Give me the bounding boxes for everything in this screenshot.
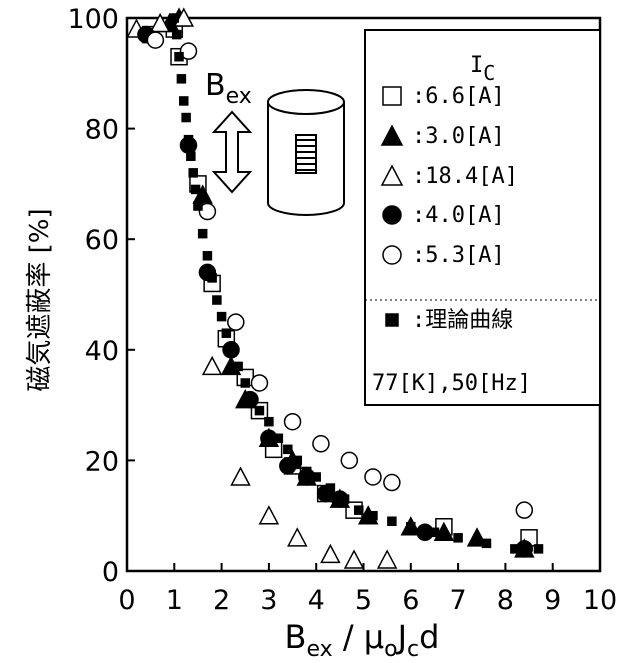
marker	[227, 346, 235, 354]
marker	[326, 484, 334, 492]
legend-label: :3.0[A]	[412, 124, 505, 149]
chart: Bex IC 77[K],50[Hz] 磁気遮蔽率 [%] Bex / μoJc…	[0, 0, 634, 663]
legend-label: :理論曲線	[412, 308, 513, 333]
inset-label: Bex	[205, 68, 252, 109]
x-label-part: ex	[306, 637, 332, 662]
marker	[345, 551, 363, 568]
legend-swatch	[383, 206, 401, 224]
x-tick-label: 3	[260, 585, 277, 616]
marker	[213, 296, 221, 304]
marker	[341, 495, 349, 503]
y-tick-label: 100	[67, 4, 119, 35]
y-tick-label: 60	[85, 225, 119, 256]
marker	[260, 507, 278, 524]
marker	[187, 152, 195, 160]
x-label-part: B	[285, 618, 307, 656]
marker	[274, 434, 282, 442]
y-tick-label: 20	[85, 446, 119, 477]
y-axis-label: 磁気遮蔽率 [%]	[25, 208, 55, 391]
marker	[203, 357, 221, 374]
marker	[251, 375, 267, 391]
marker	[234, 362, 242, 370]
x-label-part: o	[384, 637, 397, 662]
x-tick-label: 9	[544, 585, 561, 616]
marker	[313, 436, 329, 452]
marker	[203, 252, 211, 260]
marker	[355, 506, 363, 514]
marker	[482, 539, 490, 547]
marker	[208, 274, 216, 282]
marker	[430, 528, 438, 536]
x-axis-label: Bex / μoJcd	[285, 618, 440, 662]
x-tick-label: 1	[166, 585, 183, 616]
legend-swatch	[383, 246, 401, 264]
marker	[175, 53, 183, 61]
marker	[454, 534, 462, 542]
legend-label: :4.0[A]	[412, 203, 505, 228]
marker	[407, 523, 415, 531]
marker	[365, 469, 381, 485]
x-tick-label: 2	[213, 585, 230, 616]
x-tick-label: 5	[355, 585, 372, 616]
marker	[180, 97, 188, 105]
marker	[378, 551, 396, 568]
x-label-part: J	[396, 618, 407, 656]
marker	[312, 473, 320, 481]
marker	[516, 502, 532, 518]
marker	[194, 202, 202, 210]
marker	[170, 14, 178, 22]
marker	[255, 407, 263, 415]
marker	[341, 452, 357, 468]
y-tick-label: 40	[85, 336, 119, 367]
legend-swatch	[386, 314, 398, 326]
marker	[265, 418, 273, 426]
marker	[303, 467, 311, 475]
marker	[293, 456, 301, 464]
marker	[285, 414, 301, 430]
legend-label: :18.4[A]	[412, 164, 518, 189]
marker	[511, 545, 519, 553]
y-tick-label: 80	[85, 115, 119, 146]
x-tick-label: 8	[497, 585, 514, 616]
marker	[384, 475, 400, 491]
marker	[241, 379, 249, 387]
marker	[177, 75, 185, 83]
legend-swatch	[383, 87, 401, 105]
marker	[147, 32, 163, 48]
marker	[288, 529, 306, 546]
marker	[232, 468, 250, 485]
x-label-part: d	[419, 618, 439, 656]
x-tick-label: 4	[308, 585, 325, 616]
marker	[284, 445, 292, 453]
marker	[189, 169, 197, 177]
marker	[388, 517, 396, 525]
marker	[199, 230, 207, 238]
legend-label: :5.3[A]	[412, 243, 505, 268]
legend-label: :6.6[A]	[412, 84, 505, 109]
x-tick-label: 7	[450, 585, 467, 616]
marker	[535, 545, 543, 553]
marker	[192, 185, 200, 193]
x-label-part: c	[407, 637, 419, 662]
marker	[228, 314, 244, 330]
marker	[173, 31, 181, 39]
marker	[184, 136, 192, 144]
x-tick-label: 6	[402, 585, 419, 616]
x-label-part: / μ	[333, 618, 384, 656]
marker	[222, 329, 230, 337]
marker	[248, 396, 256, 404]
marker	[182, 114, 190, 122]
annotation: 77[K],50[Hz]	[372, 371, 531, 396]
marker	[321, 545, 339, 562]
x-tick-label: 10	[583, 585, 617, 616]
marker	[218, 313, 226, 321]
y-tick-label: 0	[102, 557, 119, 588]
x-tick-label: 0	[118, 585, 135, 616]
marker	[369, 512, 377, 520]
